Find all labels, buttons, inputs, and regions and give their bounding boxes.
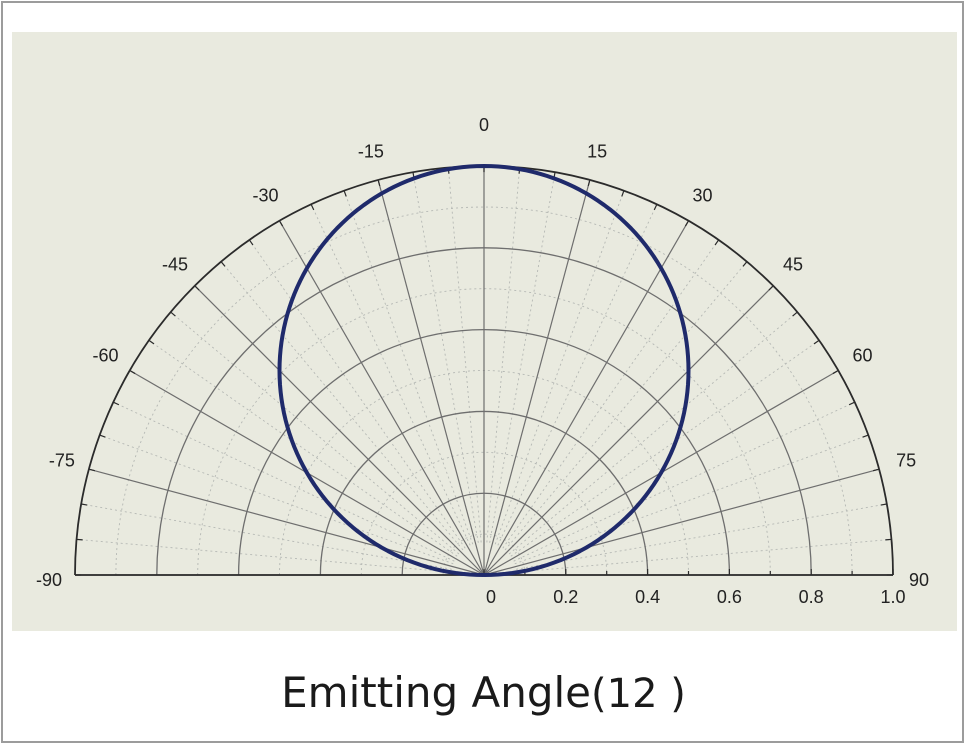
angle-spoke	[483, 285, 774, 576]
angle-tick-mark	[768, 285, 774, 291]
angle-tick-mark	[587, 179, 591, 187]
radial-tick-label: 0.2	[553, 587, 578, 607]
radial-tick-label: 0.6	[717, 587, 742, 607]
angle-tick-mark	[684, 220, 690, 227]
angle-tick-label: -60	[93, 345, 119, 365]
angle-tick-mark	[848, 401, 855, 406]
radial-tick-label: 0	[486, 587, 496, 607]
angle-tick-label: 60	[852, 345, 872, 365]
angle-spoke	[483, 220, 690, 576]
angle-tick-mark	[621, 190, 625, 197]
angle-tick-mark	[278, 220, 284, 227]
radial-tick-label: 1.0	[880, 587, 905, 607]
angle-tick-mark	[220, 261, 226, 267]
angle-tick-label: -90	[36, 570, 62, 590]
angle-tick-mark	[832, 369, 839, 375]
angle-tick-mark	[862, 434, 869, 438]
angle-tick-label: 0	[479, 115, 489, 135]
angle-tick-label: 30	[692, 185, 712, 205]
angle-tick-label: 45	[783, 255, 803, 275]
angle-spoke	[483, 468, 880, 576]
minor-arc	[197, 288, 771, 576]
angle-tick-label: 75	[896, 451, 916, 471]
angle-spoke	[194, 285, 485, 576]
angle-tick-label: -45	[162, 255, 188, 275]
polar-chart-panel: -90 -75 -60 -45 -30 -15 0 15 30 45 60 75 90 0 0.2 0.4 0.…	[12, 32, 957, 631]
angle-tick-mark	[148, 339, 155, 345]
angle-tick-mark	[248, 239, 254, 246]
radial-tick-label: 0.8	[799, 587, 824, 607]
angle-tick-mark	[377, 179, 381, 187]
angle-tick-label: -75	[49, 451, 75, 471]
angle-spoke	[88, 468, 485, 576]
angle-tick-mark	[872, 468, 880, 472]
caption-title: Emitting Angle	[281, 668, 592, 717]
angle-tick-mark	[792, 311, 798, 317]
angle-tick-mark	[129, 369, 136, 375]
caption-paren: (12 )	[591, 671, 686, 717]
angle-tick-mark	[880, 503, 887, 506]
angle-tick-mark	[813, 339, 820, 345]
angle-tick-label: 15	[587, 142, 607, 162]
caption: Emitting Angle(12 )	[0, 668, 967, 717]
angle-tick-mark	[81, 503, 88, 506]
angle-tick-mark	[170, 311, 176, 317]
angle-tick-mark	[194, 285, 200, 291]
angle-tick-label: -30	[252, 185, 278, 205]
minor-arc	[442, 533, 526, 576]
polar-chart: -90 -75 -60 -45 -30 -15 0 15 30 45 60 75 90 0 0.2 0.4 0.…	[12, 32, 957, 631]
angle-tick-mark	[742, 261, 748, 267]
angle-spoke	[483, 179, 591, 576]
angle-tick-mark	[76, 538, 83, 541]
angle-tick-mark	[885, 538, 892, 541]
angle-tick-mark	[343, 190, 347, 197]
angle-spoke	[377, 179, 485, 576]
intensity-curve	[277, 164, 691, 577]
angle-tick-mark	[653, 204, 658, 211]
angle-tick-mark	[99, 434, 106, 438]
angle-tick-mark	[310, 204, 315, 211]
angle-tick-label: -15	[358, 142, 384, 162]
angle-tick-label: 90	[909, 570, 929, 590]
angle-tick-mark	[113, 401, 120, 406]
radial-tick-label: 0.4	[635, 587, 660, 607]
angle-tick-mark	[88, 468, 96, 472]
angle-tick-mark	[714, 239, 720, 246]
angle-spoke	[278, 220, 485, 576]
